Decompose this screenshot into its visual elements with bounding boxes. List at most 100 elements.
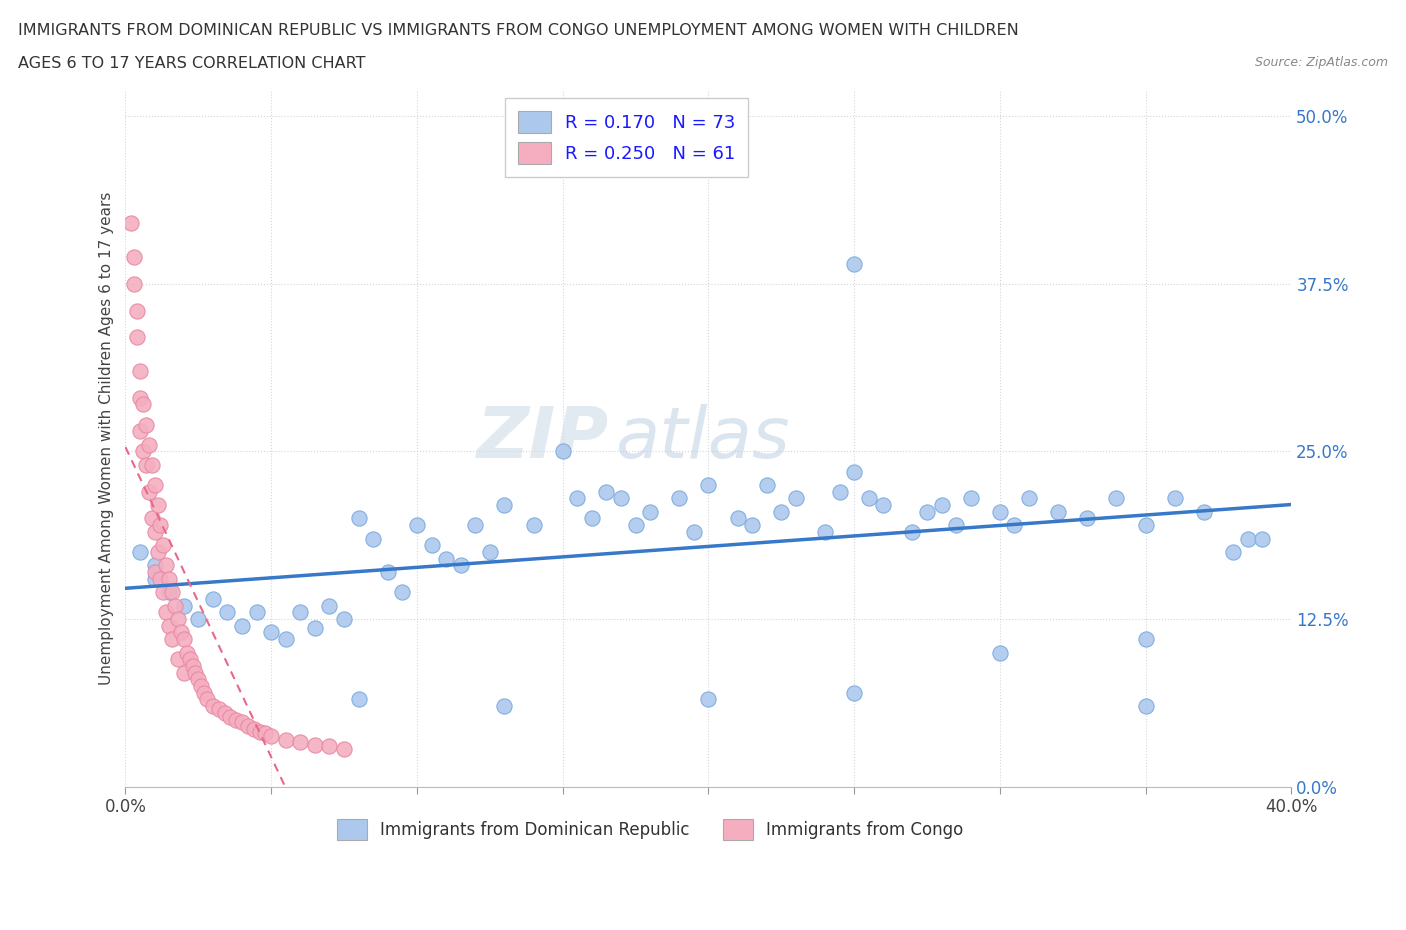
Point (522, 518, 544, 533)
Point (770, 504, 793, 519)
Point (173, 665, 195, 680)
Point (304, 621, 326, 636)
Point (160, 631, 183, 646)
Point (201, 698, 224, 713)
Point (290, 735, 312, 750)
Point (129, 424, 152, 439)
Point (190, 679, 212, 694)
Point (167, 652, 190, 667)
Point (842, 257, 865, 272)
Point (173, 631, 195, 646)
Point (146, 545, 169, 560)
Point (697, 477, 720, 492)
Point (274, 631, 297, 646)
Point (157, 618, 180, 633)
Point (141, 511, 163, 525)
Point (187, 612, 209, 627)
Point (697, 692, 720, 707)
Point (842, 685, 865, 700)
Point (318, 739, 340, 754)
Point (129, 364, 152, 379)
Point (143, 525, 166, 539)
Point (814, 525, 837, 539)
Point (217, 604, 239, 619)
Point (143, 571, 166, 586)
Point (638, 504, 661, 519)
Point (214, 706, 236, 721)
Point (135, 418, 157, 432)
Point (155, 558, 177, 573)
Point (333, 741, 356, 756)
Point (741, 518, 763, 533)
Point (668, 491, 690, 506)
Point (163, 598, 186, 613)
Point (450, 558, 472, 573)
Point (152, 538, 174, 552)
Point (494, 498, 516, 512)
Point (1047, 504, 1070, 519)
Point (122, 249, 145, 264)
Point (347, 692, 370, 707)
Point (138, 437, 160, 452)
Point (727, 511, 749, 525)
Point (377, 565, 399, 579)
Point (143, 565, 166, 579)
Point (959, 491, 981, 506)
Point (152, 585, 174, 600)
Point (184, 665, 207, 680)
Point (181, 658, 204, 673)
Point (120, 216, 142, 231)
Point (1236, 531, 1258, 546)
Point (988, 504, 1011, 519)
Point (260, 728, 283, 743)
Point (127, 303, 149, 318)
Point (581, 511, 603, 525)
Point (129, 545, 152, 560)
Point (872, 498, 894, 512)
Point (219, 710, 242, 724)
Point (201, 591, 224, 606)
Point (945, 518, 967, 533)
Y-axis label: Unemployment Among Women with Children Ages 6 to 17 years: Unemployment Among Women with Children A… (100, 192, 114, 684)
Point (420, 538, 443, 552)
Point (1164, 491, 1187, 506)
Point (129, 391, 152, 405)
Point (304, 737, 326, 752)
Point (195, 692, 218, 707)
Point (176, 645, 198, 660)
Point (135, 458, 157, 472)
Point (157, 571, 180, 586)
Point (160, 585, 183, 600)
Point (242, 722, 264, 737)
Point (274, 732, 297, 747)
Point (208, 701, 231, 716)
Point (260, 625, 283, 640)
Point (127, 330, 149, 345)
Text: ZIP: ZIP (477, 404, 609, 472)
Point (551, 444, 574, 458)
Point (1076, 511, 1098, 525)
Point (682, 525, 704, 539)
Point (610, 491, 633, 506)
Point (141, 458, 163, 472)
Point (624, 518, 647, 533)
Text: AGES 6 TO 17 YEARS CORRELATION CHART: AGES 6 TO 17 YEARS CORRELATION CHART (18, 56, 366, 71)
Point (1135, 518, 1157, 533)
Point (915, 504, 938, 519)
Point (333, 612, 356, 627)
Point (173, 598, 195, 613)
Point (361, 531, 384, 546)
Point (138, 485, 160, 499)
Point (478, 545, 501, 560)
Point (193, 685, 215, 700)
Point (132, 397, 155, 412)
Point (170, 625, 193, 640)
Point (1222, 545, 1244, 560)
Point (434, 551, 457, 566)
Point (858, 491, 880, 506)
Point (231, 618, 253, 633)
Point (143, 558, 166, 573)
Point (318, 598, 340, 613)
Point (290, 604, 312, 619)
Point (931, 498, 953, 512)
